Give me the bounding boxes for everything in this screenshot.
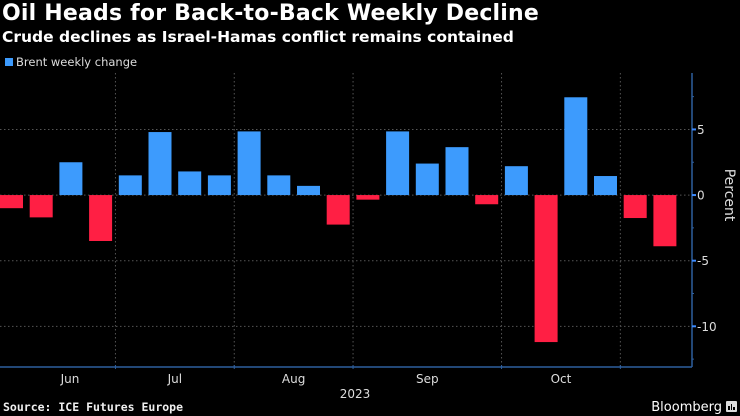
x-month-label: Sep: [416, 372, 439, 386]
y-tick-label: -10: [697, 320, 717, 334]
legend-swatch-brent: [5, 58, 13, 66]
bar: [267, 175, 291, 196]
bar: [118, 175, 142, 196]
axis-layer: [0, 73, 696, 369]
x-month-label: Jun: [60, 372, 80, 386]
source-note: Source: ICE Futures Europe: [3, 400, 184, 414]
bar: [148, 132, 172, 196]
y-tick-label: -5: [697, 254, 709, 268]
bar: [0, 195, 23, 209]
bar: [89, 195, 113, 241]
bar: [386, 131, 410, 196]
bar: [237, 131, 261, 196]
bar: [445, 147, 469, 196]
bloomberg-chart-icon: [726, 401, 737, 412]
legend: Brent weekly change: [5, 55, 137, 69]
bar: [297, 185, 320, 196]
bloomberg-logo: Bloomberg: [651, 400, 722, 415]
bar: [564, 97, 588, 196]
bar: [415, 163, 439, 196]
x-month-label: Oct: [551, 372, 572, 386]
bar-layer: [0, 97, 677, 343]
x-year-label: 2023: [340, 387, 371, 401]
y-axis-title: Percent: [721, 169, 737, 222]
bar: [356, 195, 380, 200]
bar: [178, 171, 202, 196]
bar: [326, 195, 350, 225]
bar: [475, 195, 499, 205]
bar: [59, 162, 83, 196]
chart-title: Oil Heads for Back-to-Back Weekly Declin…: [2, 1, 540, 26]
bar: [623, 195, 647, 219]
bar: [534, 195, 558, 343]
x-month-label: Aug: [282, 372, 305, 386]
legend-label-brent: Brent weekly change: [16, 55, 138, 69]
x-month-label: Jul: [167, 372, 182, 386]
y-tick-label: 5: [697, 123, 705, 137]
bar: [594, 176, 617, 196]
chart-subtitle: Crude declines as Israel-Hamas conflict …: [2, 28, 514, 46]
bar: [504, 166, 528, 196]
bar: [29, 195, 53, 218]
y-tick-label: 0: [697, 189, 705, 203]
label-layer: 5 0 -5 -10 Percent Jun Jul Aug Sep Oct 2023: [60, 123, 737, 401]
bar: [207, 175, 231, 196]
bar: [653, 195, 677, 247]
